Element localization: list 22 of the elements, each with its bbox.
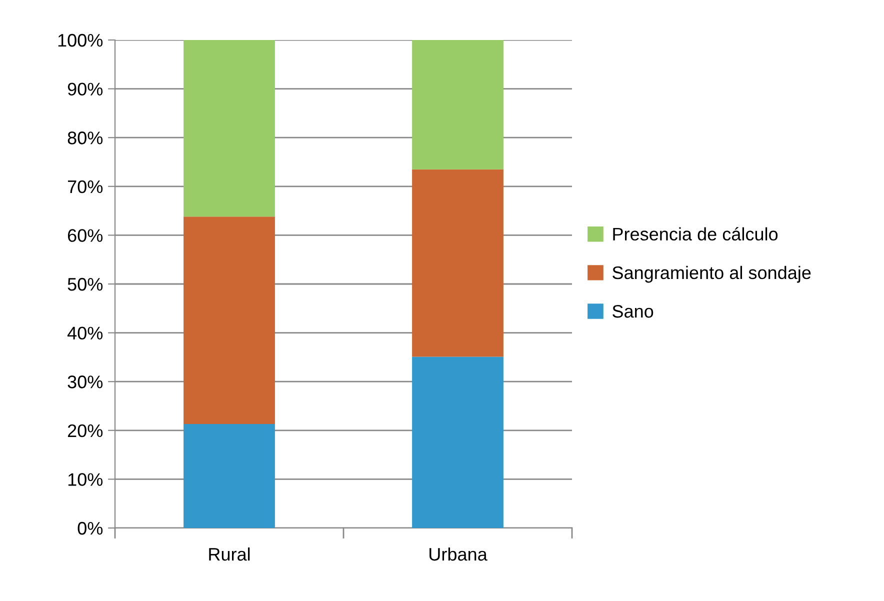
- x-tick-label: Urbana: [430, 547, 488, 561]
- bar: [412, 169, 504, 357]
- legend-label: Sangramiento al sondaje: [612, 266, 811, 283]
- x-tick-label: Rural: [209, 547, 250, 561]
- legend-label: Presencia de cálculo: [613, 227, 778, 241]
- y-tick-label: 0%: [78, 522, 103, 535]
- y-tick-label: 80%: [68, 132, 103, 144]
- legend-label: Sano: [612, 304, 654, 318]
- y-tick-label: 100%: [58, 34, 103, 47]
- y-tick-label: 60%: [68, 229, 103, 242]
- y-tick-label: 90%: [68, 82, 103, 96]
- y-tick-label: 50%: [68, 278, 103, 291]
- bar: [412, 40, 504, 170]
- y-tick-label: 40%: [67, 326, 103, 340]
- bar: [412, 356, 504, 528]
- bar: [184, 424, 275, 528]
- y-tick-label: 10%: [68, 473, 103, 486]
- y-tick-label: 70%: [68, 180, 103, 194]
- bar: [184, 40, 275, 217]
- y-tick-label: 30%: [68, 376, 103, 388]
- bar: [184, 216, 275, 424]
- y-tick-label: 20%: [68, 424, 103, 438]
